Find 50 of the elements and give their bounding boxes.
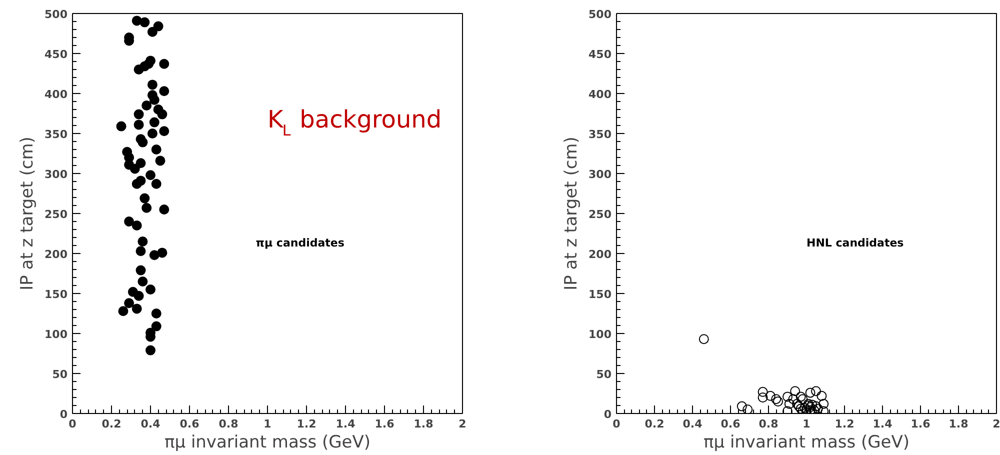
y-axis-title: IP at z target (cm) [562, 136, 582, 290]
x-tick-label: 1.4 [872, 418, 893, 430]
x-tick-label: 1.6 [374, 418, 395, 430]
y-tick-label: 450 [588, 48, 612, 61]
x-tick-label: 1.2 [296, 418, 316, 430]
y-tick-label: 400 [44, 88, 68, 101]
y-tick-label: 500 [588, 8, 612, 21]
y-tick-label: 250 [588, 208, 612, 221]
x-tick-label: 1.8 [948, 418, 968, 430]
x-axis-title: πμ invariant mass (GeV) [703, 432, 910, 452]
y-tick-label: 150 [44, 288, 68, 301]
x-axis-title: πμ invariant mass (GeV) [164, 432, 371, 452]
y-axis-title: IP at z target (cm) [18, 136, 38, 290]
x-tick-label: 0.6 [180, 418, 200, 430]
x-tick-label: 1.8 [414, 418, 434, 430]
x-tick-label: 1.4 [336, 418, 356, 430]
y-tick-label: 100 [44, 328, 68, 341]
x-tick-label: 1.6 [910, 418, 931, 430]
x-tick-label: 0 [612, 418, 621, 430]
y-tick-label: 200 [44, 248, 68, 261]
y-tick-label: 250 [44, 208, 68, 221]
x-tick-label: 0.4 [140, 418, 161, 430]
x-tick-label: 0.8 [218, 418, 238, 430]
x-tick-label: 0 [68, 418, 77, 430]
y-tick-label: 50 [52, 368, 68, 381]
y-tick-label: 450 [44, 48, 68, 61]
y-tick-label: 0 [604, 408, 612, 421]
x-tick-label: 0.4 [682, 418, 703, 430]
y-tick-label: 300 [588, 168, 612, 181]
y-tick-label: 50 [596, 368, 612, 381]
x-tick-label: 2 [992, 418, 1000, 430]
y-tick-label: 400 [588, 88, 612, 101]
y-tick-label: 150 [588, 288, 612, 301]
x-tick-label: 0.2 [102, 418, 122, 430]
x-tick-label: 2 [458, 418, 466, 430]
y-tick-label: 350 [44, 128, 68, 141]
y-tick-label: 100 [588, 328, 612, 341]
x-tick-label: 1 [802, 418, 810, 430]
x-tick-label: 0.2 [644, 418, 664, 430]
x-tick-label: 1.2 [834, 418, 854, 430]
x-tick-label: 0.6 [720, 418, 741, 430]
y-tick-label: 200 [588, 248, 612, 261]
x-tick-label: 1 [264, 418, 272, 430]
annotation: πμ candidates [256, 236, 345, 250]
y-tick-label: 500 [44, 8, 68, 21]
y-tick-label: 350 [588, 128, 612, 141]
annotation: HNL candidates [806, 236, 904, 250]
y-tick-label: 300 [44, 168, 68, 181]
y-tick-label: 0 [60, 408, 68, 421]
x-tick-label: 0.8 [758, 418, 778, 430]
